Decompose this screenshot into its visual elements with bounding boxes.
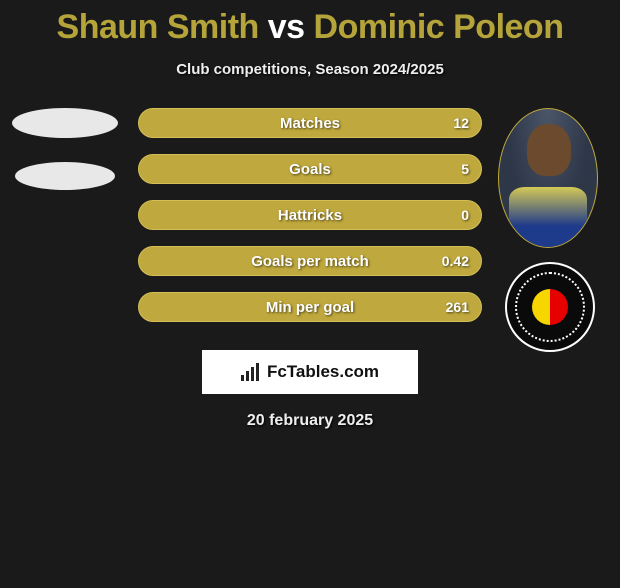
date-label: 20 february 2025 [0,412,620,430]
comparison-panel: Matches 12 Goals 5 Hattricks 0 Goals per… [0,108,620,322]
stat-row-hattricks: Hattricks 0 [138,200,482,230]
player2-club-badge [505,262,595,352]
stat-row-goals: Goals 5 [138,154,482,184]
page-title: Shaun Smith vs Dominic Poleon [0,8,620,47]
stat-value-right: 5 [461,161,469,177]
stat-label: Goals [289,161,331,178]
stat-label: Hattricks [278,207,342,224]
bar-chart-icon [241,363,261,381]
stat-value-right: 0 [461,207,469,223]
vs-label: vs [268,8,305,46]
stat-row-goals-per-match: Goals per match 0.42 [138,246,482,276]
stat-value-right: 261 [446,299,469,315]
player1-column [8,108,122,190]
stat-row-matches: Matches 12 [138,108,482,138]
brand-badge: FcTables.com [202,350,418,394]
player1-avatar [12,108,118,138]
player2-name: Dominic Poleon [314,8,564,46]
stat-label: Goals per match [251,253,369,270]
stat-label: Min per goal [266,299,354,316]
stat-value-right: 12 [453,115,469,131]
subtitle: Club competitions, Season 2024/2025 [0,61,620,78]
brand-name: FcTables.com [267,362,379,382]
player2-avatar [498,108,598,248]
stat-value-right: 0.42 [442,253,469,269]
stat-bars: Matches 12 Goals 5 Hattricks 0 Goals per… [138,108,482,322]
player1-club-badge [15,162,115,190]
player2-column [498,108,602,352]
stat-label: Matches [280,115,340,132]
player1-name: Shaun Smith [57,8,259,46]
stat-row-min-per-goal: Min per goal 261 [138,292,482,322]
